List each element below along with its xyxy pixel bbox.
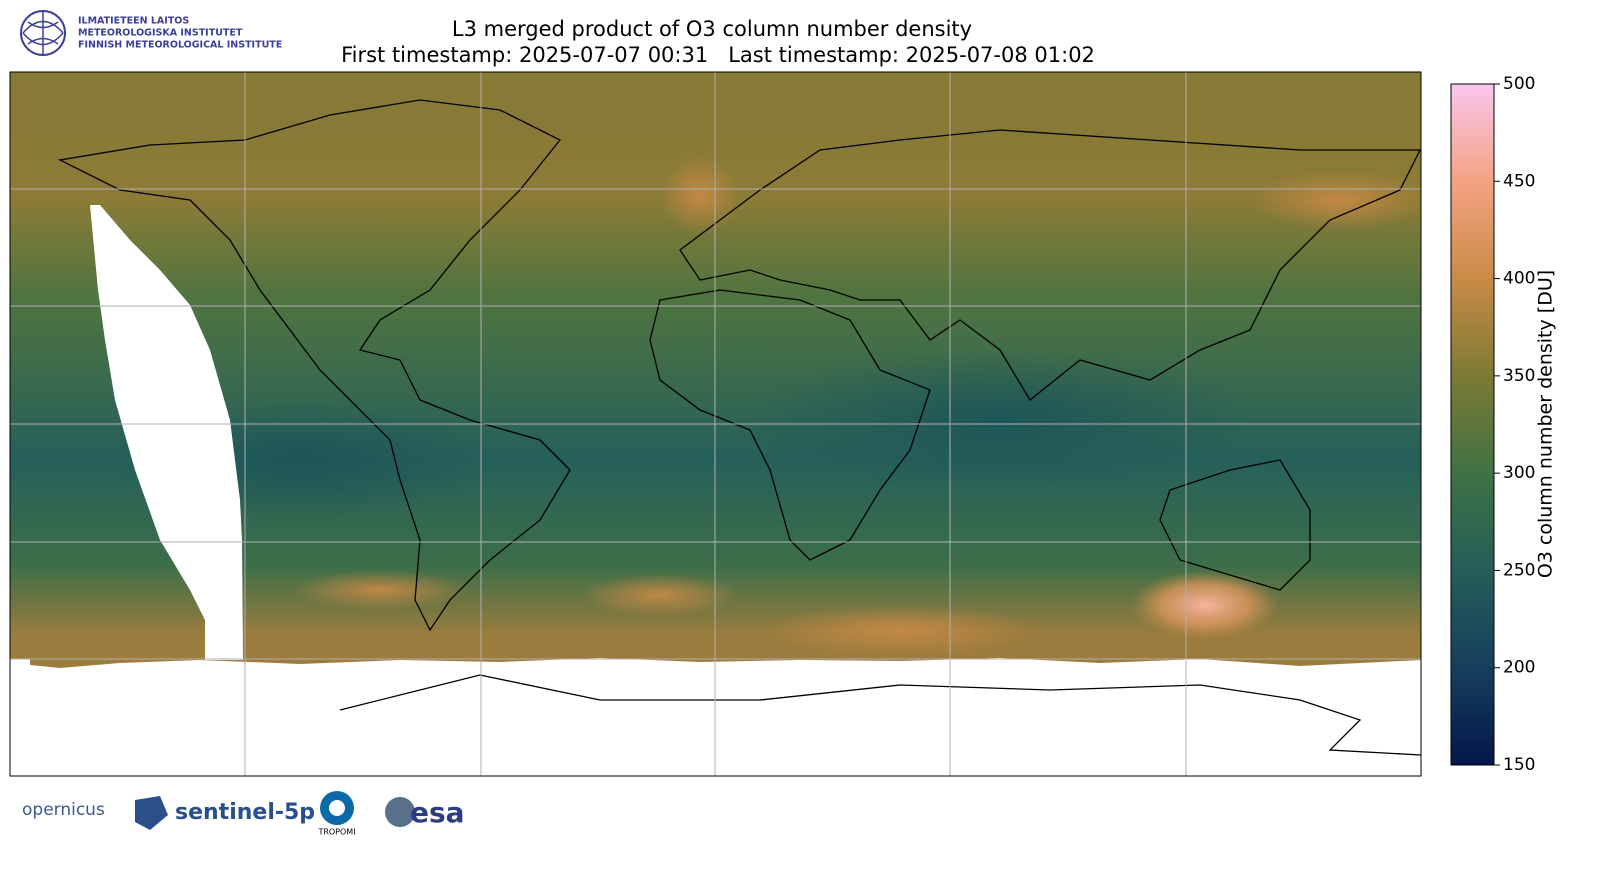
logo-copernicus: opernicus [22,800,105,820]
logo-tropomi: TROPOMI [317,828,355,837]
title: L3 merged product of O3 column number de… [452,17,972,41]
colorbar-tick-label: 200 [1503,658,1535,678]
colorbar-tick-label: 400 [1503,269,1535,289]
colorbar-tick-label: 150 [1503,755,1535,775]
logo-text: METEOROLOGISKA INSTITUTET [78,28,243,39]
logo-sentinel: sentinel-5p [175,800,315,825]
graticule [10,72,1421,776]
logo-text: ILMATIETEEN LAITOS [78,16,189,27]
logo-esa: esa [410,796,465,829]
partner-logos: opernicus sentinel-5p TROPOMI esa [22,791,465,837]
colorbar-tick-label: 350 [1503,366,1535,386]
colorbar-tick-label: 450 [1503,171,1535,191]
ozone-map [10,72,1421,776]
colorbar-scale [1450,83,1495,766]
colorbar: 150 200 250 300 350 400 450 500 [1450,74,1535,775]
colorbar-tick-label: 300 [1503,463,1535,483]
map-frame [9,71,1422,777]
colorbar-tick-label: 500 [1503,74,1535,94]
colorbar-tick-label: 250 [1503,560,1535,580]
colorbar-label: O3 column number density [DU] [1535,270,1557,578]
logo-text: FINNISH METEOROLOGICAL INSTITUTE [78,40,282,51]
subtitle: First timestamp: 2025-07-07 00:31 Last t… [341,43,1095,67]
fmi-logo: ILMATIETEEN LAITOS METEOROLOGISKA INSTIT… [20,10,282,56]
